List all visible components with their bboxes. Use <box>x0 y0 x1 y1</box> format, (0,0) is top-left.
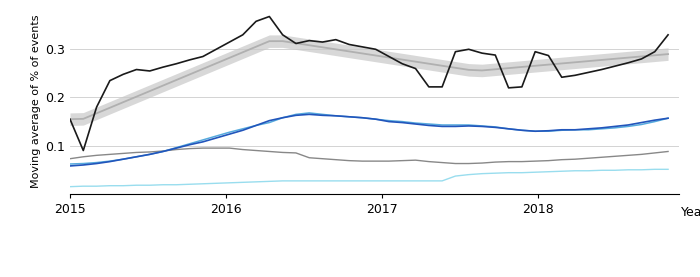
Text: Year: Year <box>680 206 700 219</box>
Y-axis label: Moving average of % of events: Moving average of % of events <box>31 14 41 188</box>
Legend: CHN, FRA, RUS, DEU, GBR, USA: CHN, FRA, RUS, DEU, GBR, USA <box>258 273 454 277</box>
